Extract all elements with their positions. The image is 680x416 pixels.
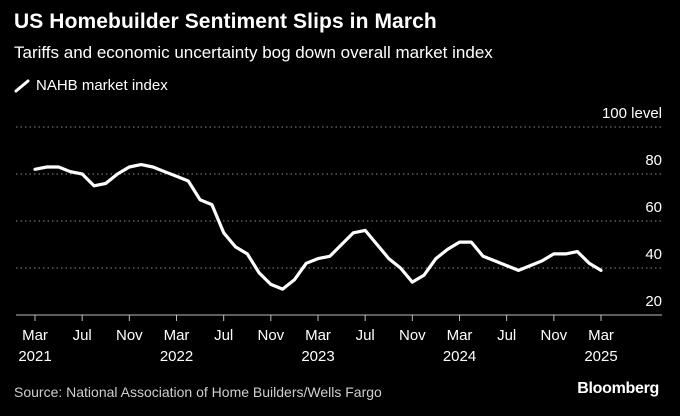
y-tick-label: 40 <box>645 246 662 263</box>
x-tick-label: Mar <box>22 327 48 344</box>
legend-label: NAHB market index <box>36 77 168 94</box>
source-note: Source: National Association of Home Bui… <box>14 384 382 400</box>
bloomberg-logo: Bloomberg <box>577 380 659 397</box>
chart-subtitle: Tariffs and economic uncertainty bog dow… <box>14 43 493 62</box>
y-tick-label: 80 <box>645 152 662 169</box>
legend: NAHB market index <box>14 77 168 94</box>
x-tick-label: Nov <box>116 327 143 344</box>
y-tick-label: 60 <box>645 199 662 216</box>
x-tick-year-label: 2025 <box>584 348 617 365</box>
series-line-nahb <box>33 163 603 291</box>
x-tick-year-label: 2024 <box>443 348 476 365</box>
y-axis-label: 100 level <box>602 105 662 122</box>
x-tick-label: Jul <box>214 327 233 344</box>
x-tick-label: Jul <box>73 327 92 344</box>
x-tick-year-label: 2022 <box>160 348 193 365</box>
legend-line-icon <box>14 79 30 92</box>
x-tick-label: Nov <box>399 327 426 344</box>
x-tick-label: Mar <box>447 327 473 344</box>
x-tick-label: Jul <box>356 327 375 344</box>
y-tick-label: 20 <box>645 293 662 310</box>
chart-title: US Homebuilder Sentiment Slips in March <box>14 10 437 33</box>
x-tick-label: Mar <box>588 327 614 344</box>
x-tick-label: Nov <box>257 327 284 344</box>
x-tick-label: Mar <box>305 327 331 344</box>
x-tick-label: Nov <box>540 327 567 344</box>
x-tick-label: Jul <box>497 327 516 344</box>
x-tick-label: Mar <box>164 327 190 344</box>
x-tick-year-label: 2023 <box>301 348 334 365</box>
x-tick-year-label: 2021 <box>18 348 51 365</box>
